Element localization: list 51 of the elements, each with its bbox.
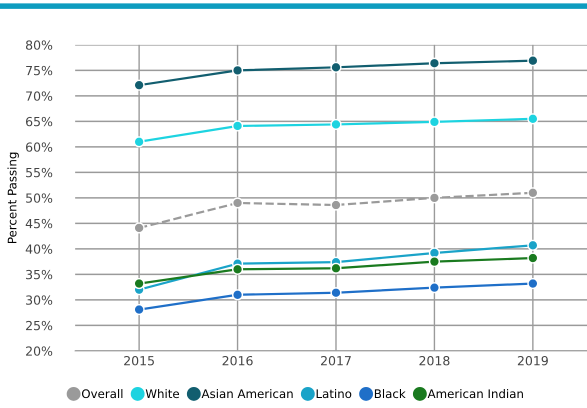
legend-label: Overall	[82, 389, 122, 398]
legend-label: White	[146, 389, 180, 398]
point	[428, 58, 440, 69]
point	[527, 252, 538, 264]
point	[527, 187, 538, 198]
x-tick-label: 2015	[124, 356, 154, 366]
y-tick-label: 75%	[26, 66, 52, 76]
point	[232, 120, 244, 132]
legend-label: Asian American	[202, 389, 293, 398]
point	[330, 262, 342, 274]
legend-label: American Indian	[428, 389, 523, 398]
y-tick-label: 45%	[26, 218, 52, 228]
point	[232, 64, 244, 76]
y-tick-label: 30%	[26, 295, 52, 305]
y-tick-label: 55%	[26, 168, 52, 178]
y-tick-label: 65%	[26, 116, 52, 126]
point	[527, 55, 538, 66]
y-tick-label: 50%	[26, 193, 52, 203]
point	[232, 197, 244, 209]
x-tick-label: 2018	[419, 356, 450, 366]
point	[134, 304, 145, 316]
point	[330, 118, 342, 130]
point	[330, 287, 342, 298]
legend-label: Latino	[316, 389, 352, 398]
y-tick-label: 80%	[26, 40, 52, 50]
point	[232, 264, 244, 275]
y-tick-label: 60%	[26, 142, 52, 152]
point	[134, 136, 145, 148]
point	[330, 199, 342, 211]
point	[134, 222, 145, 234]
y-tick-label: 70%	[26, 91, 52, 101]
x-tick-label: 2019	[518, 356, 548, 366]
point	[330, 62, 342, 73]
point	[527, 113, 538, 124]
point	[428, 192, 440, 204]
y-tick-label: 25%	[26, 320, 52, 330]
point	[232, 289, 244, 300]
point	[134, 278, 145, 290]
x-tick-label: 2017	[321, 356, 351, 366]
point	[428, 256, 440, 268]
legend-label: Black	[374, 389, 406, 398]
point	[428, 282, 440, 294]
y-tick-label: 40%	[26, 244, 52, 254]
point	[527, 278, 538, 290]
x-tick-label: 2016	[222, 356, 253, 366]
point	[527, 240, 538, 251]
y-tick-label: 20%	[26, 346, 52, 356]
y-axis-title: Percent Passing	[7, 152, 19, 243]
point	[134, 80, 145, 91]
y-tick-label: 35%	[26, 270, 52, 280]
point	[428, 116, 440, 128]
